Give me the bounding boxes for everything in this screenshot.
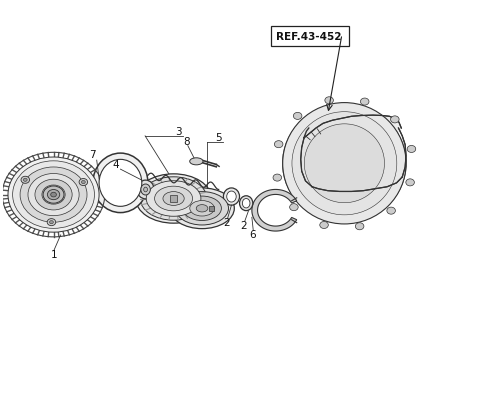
- Circle shape: [79, 179, 88, 185]
- Circle shape: [320, 222, 328, 229]
- Ellipse shape: [141, 184, 150, 195]
- Ellipse shape: [183, 196, 221, 220]
- Ellipse shape: [140, 177, 207, 220]
- Circle shape: [289, 204, 298, 211]
- Ellipse shape: [155, 186, 192, 211]
- Ellipse shape: [48, 189, 60, 200]
- Ellipse shape: [223, 188, 240, 205]
- Text: 5: 5: [216, 133, 222, 143]
- Circle shape: [391, 116, 399, 123]
- Ellipse shape: [35, 179, 72, 210]
- Ellipse shape: [283, 102, 406, 224]
- Circle shape: [273, 174, 282, 181]
- Ellipse shape: [170, 188, 234, 229]
- Ellipse shape: [240, 196, 253, 211]
- Circle shape: [82, 181, 85, 183]
- Ellipse shape: [283, 104, 406, 222]
- Circle shape: [293, 112, 302, 119]
- Ellipse shape: [136, 174, 212, 223]
- Circle shape: [21, 176, 30, 183]
- Ellipse shape: [144, 187, 147, 192]
- Ellipse shape: [12, 161, 95, 228]
- Circle shape: [275, 141, 283, 148]
- Circle shape: [406, 179, 414, 186]
- Circle shape: [360, 98, 369, 105]
- Ellipse shape: [28, 173, 79, 216]
- Text: 2: 2: [223, 218, 230, 228]
- Circle shape: [49, 221, 53, 224]
- Ellipse shape: [295, 118, 389, 208]
- Text: 7: 7: [89, 150, 96, 160]
- Ellipse shape: [190, 158, 203, 165]
- Ellipse shape: [146, 181, 201, 216]
- Ellipse shape: [196, 204, 208, 212]
- Ellipse shape: [294, 114, 393, 212]
- Bar: [170, 195, 178, 202]
- Text: 8: 8: [183, 137, 190, 147]
- Ellipse shape: [51, 192, 56, 197]
- Ellipse shape: [137, 180, 154, 199]
- Ellipse shape: [190, 200, 214, 216]
- Bar: [209, 206, 214, 211]
- Ellipse shape: [176, 192, 228, 225]
- Polygon shape: [252, 189, 297, 231]
- Polygon shape: [301, 115, 406, 191]
- Ellipse shape: [20, 167, 87, 222]
- Ellipse shape: [304, 124, 384, 203]
- Ellipse shape: [42, 185, 65, 204]
- Ellipse shape: [8, 157, 99, 232]
- Ellipse shape: [163, 192, 184, 205]
- Circle shape: [387, 207, 396, 214]
- Ellipse shape: [242, 198, 250, 208]
- Circle shape: [325, 97, 334, 104]
- Circle shape: [47, 219, 56, 225]
- Text: 2: 2: [240, 221, 247, 231]
- Circle shape: [24, 178, 27, 181]
- Text: 6: 6: [249, 230, 256, 240]
- Text: 1: 1: [51, 250, 57, 260]
- Circle shape: [407, 145, 416, 152]
- Text: REF.43-452: REF.43-452: [276, 32, 341, 42]
- Ellipse shape: [93, 153, 148, 212]
- Text: 4: 4: [112, 160, 119, 170]
- Ellipse shape: [227, 191, 236, 202]
- Circle shape: [355, 223, 364, 230]
- Ellipse shape: [43, 186, 64, 203]
- Text: 3: 3: [175, 127, 181, 137]
- Ellipse shape: [292, 112, 397, 215]
- Ellipse shape: [99, 159, 142, 206]
